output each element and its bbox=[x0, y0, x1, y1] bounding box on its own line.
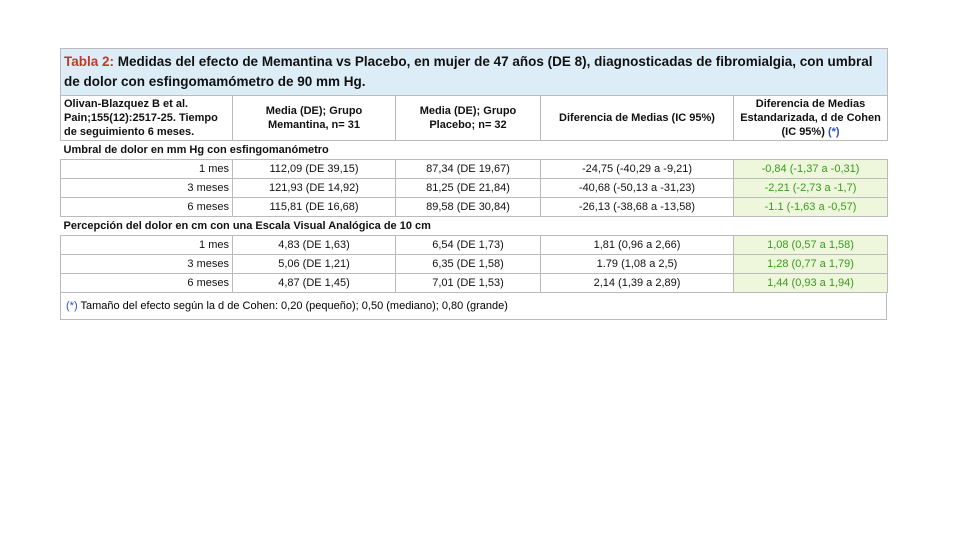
header-cohen: Diferencia de Medias Estandarizada, d de… bbox=[732, 95, 889, 141]
period-cell: 3 meses bbox=[60, 254, 233, 274]
memantina-cell: 5,06 (DE 1,21) bbox=[232, 254, 396, 274]
memantina-cell: 4,87 (DE 1,45) bbox=[232, 273, 396, 293]
header-row: Olivan-Blazquez B et al. Pain;155(12):25… bbox=[60, 95, 889, 141]
diff-cell: -40,68 (-50,13 a -31,23) bbox=[540, 178, 734, 198]
diff-cell: 2,14 (1,39 a 2,89) bbox=[540, 273, 734, 293]
data-row: 3 meses 121,93 (DE 14,92) 81,25 (DE 21,84)… bbox=[60, 178, 889, 198]
footnote-marker: (*) bbox=[66, 300, 78, 312]
header-cohen-marker: (*) bbox=[827, 126, 840, 138]
placebo-cell: 6,35 (DE 1,58) bbox=[395, 254, 541, 274]
footnote-text: Tamaño del efecto según la d de Cohen: 0… bbox=[80, 300, 508, 312]
cohen-cell: 1,08 (0,57 a 1,58) bbox=[732, 235, 889, 255]
data-row: 6 meses 115,81 (DE 16,68) 89,58 (DE 30,84)… bbox=[60, 197, 889, 217]
memantina-cell: 115,81 (DE 16,68) bbox=[232, 197, 396, 217]
placebo-cell: 6,54 (DE 1,73) bbox=[395, 235, 541, 255]
title-label: Tabla 2: bbox=[64, 54, 115, 69]
title-cell: Tabla 2: Medidas del efecto de Memantina… bbox=[59, 48, 889, 96]
data-row: 6 meses 4,87 (DE 1,45) 7,01 (DE 1,53) 2,14 … bbox=[60, 273, 889, 293]
period-cell: 1 mes bbox=[60, 159, 233, 179]
header-memantina: Media (DE); Grupo Memantina, n= 31 bbox=[232, 95, 396, 141]
section-title: Umbral de dolor en mm Hg con esfingomanó… bbox=[60, 140, 888, 160]
memantina-cell: 121,93 (DE 14,92) bbox=[232, 178, 396, 198]
header-cohen-text: Diferencia de Medias Estandarizada, d de… bbox=[740, 98, 881, 138]
results-table: Tabla 2: Medidas del efecto de Memantina… bbox=[59, 48, 889, 293]
diff-cell: -26,13 (-38,68 a -13,58) bbox=[540, 197, 734, 217]
footnote: (*) Tamaño del efecto según la d de Cohe… bbox=[60, 292, 887, 320]
placebo-cell: 81,25 (DE 21,84) bbox=[395, 178, 541, 198]
memantina-cell: 112,09 (DE 39,15) bbox=[232, 159, 396, 179]
cohen-cell: -0,84 (-1,37 a -0,31) bbox=[732, 159, 889, 179]
cohen-cell: 1,28 (0,77 a 1,79) bbox=[732, 254, 889, 274]
header-diff: Diferencia de Medias (IC 95%) bbox=[540, 95, 734, 141]
section-row: Percepción del dolor en cm con una Escal… bbox=[60, 216, 888, 236]
data-row: 1 mes 112,09 (DE 39,15) 87,34 (DE 19,67) -2… bbox=[60, 159, 889, 179]
placebo-cell: 89,58 (DE 30,84) bbox=[395, 197, 541, 217]
placebo-cell: 7,01 (DE 1,53) bbox=[395, 273, 541, 293]
section-title: Percepción del dolor en cm con una Escal… bbox=[60, 216, 888, 236]
period-cell: 3 meses bbox=[60, 178, 233, 198]
section-row: Umbral de dolor en mm Hg con esfingomanó… bbox=[60, 140, 888, 160]
diff-cell: -24,75 (-40,29 a -9,21) bbox=[540, 159, 734, 179]
period-cell: 1 mes bbox=[60, 235, 233, 255]
title-text: Medidas del efecto de Memantina vs Place… bbox=[64, 54, 873, 89]
cohen-cell: -1.1 (-1,63 a -0,57) bbox=[732, 197, 889, 217]
cohen-cell: 1,44 (0,93 a 1,94) bbox=[732, 273, 889, 293]
placebo-cell: 87,34 (DE 19,67) bbox=[395, 159, 541, 179]
header-study: Olivan-Blazquez B et al. Pain;155(12):25… bbox=[60, 95, 233, 141]
period-cell: 6 meses bbox=[60, 197, 233, 217]
data-row: 3 meses 5,06 (DE 1,21) 6,35 (DE 1,58) 1.79 … bbox=[60, 254, 889, 274]
data-row: 1 mes 4,83 (DE 1,63) 6,54 (DE 1,73) 1,81 (0… bbox=[60, 235, 889, 255]
period-cell: 6 meses bbox=[60, 273, 233, 293]
cohen-cell: -2,21 (-2,73 a -1,7) bbox=[732, 178, 889, 198]
header-placebo: Media (DE); Grupo Placebo; n= 32 bbox=[395, 95, 541, 141]
title-row: Tabla 2: Medidas del efecto de Memantina… bbox=[59, 48, 889, 96]
memantina-cell: 4,83 (DE 1,63) bbox=[232, 235, 396, 255]
table-body: Tabla 2: Medidas del efecto de Memantina… bbox=[59, 48, 889, 293]
diff-cell: 1.79 (1,08 a 2,5) bbox=[540, 254, 734, 274]
diff-cell: 1,81 (0,96 a 2,66) bbox=[540, 235, 734, 255]
